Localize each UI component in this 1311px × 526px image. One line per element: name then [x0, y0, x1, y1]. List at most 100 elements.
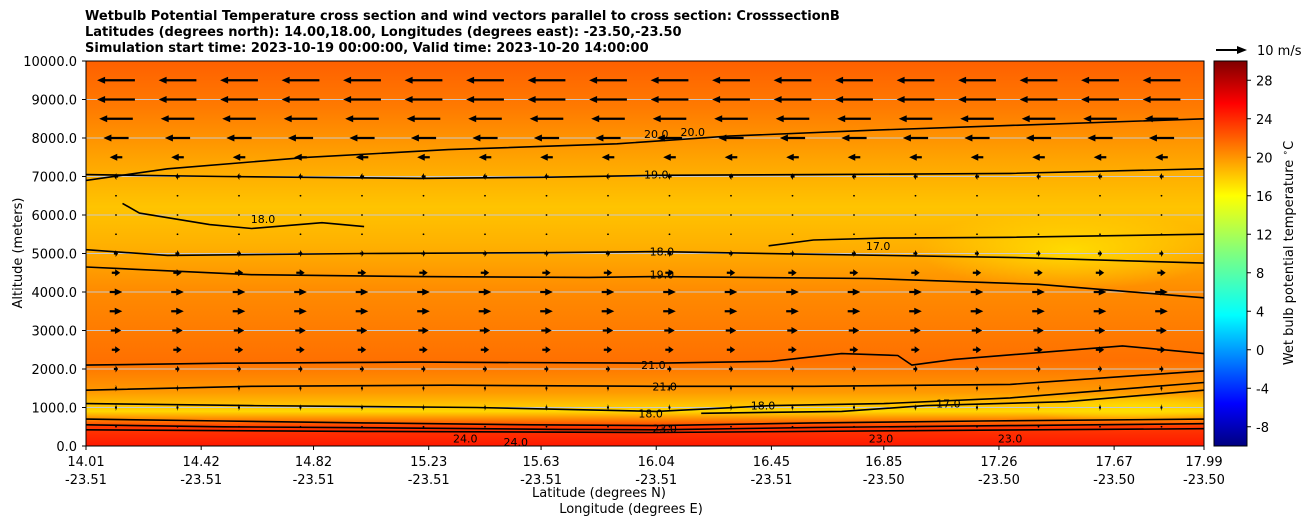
wind-vector-head — [791, 288, 799, 296]
wind-vector — [913, 365, 918, 373]
wind-vector — [417, 307, 430, 315]
wind-vector — [724, 307, 738, 315]
wind-vector — [667, 365, 672, 373]
wind-vector — [1034, 269, 1043, 277]
wind-vector-head — [158, 76, 167, 84]
wind-vector — [724, 153, 738, 161]
wind-vector — [109, 288, 123, 296]
wind-vector-head — [417, 153, 425, 161]
wind-vector-head — [964, 134, 973, 142]
wind-vector — [171, 288, 184, 296]
wind-vector-head — [652, 115, 661, 123]
contour-line-20.0 — [86, 118, 1204, 182]
wind-vector-head — [1206, 115, 1214, 122]
wind-vector — [236, 250, 242, 257]
wind-vector-head — [650, 76, 659, 84]
wind-vector — [667, 173, 672, 180]
wind-vector — [422, 233, 425, 236]
wind-vector-head — [404, 76, 413, 84]
wind-vector — [790, 173, 795, 180]
wind-vector-head — [546, 365, 549, 373]
wind-vector — [1095, 269, 1105, 277]
wind-vector-head — [718, 134, 727, 142]
wind-vector — [113, 365, 119, 373]
contour-line-17.0 — [768, 233, 1204, 247]
wind-vector-head — [730, 346, 736, 354]
x-tick-label-lon: -23.50 — [1093, 473, 1135, 488]
colorbar-tick-label: -8 — [1256, 421, 1269, 436]
wind-vector-head — [544, 173, 547, 180]
wind-vector — [361, 194, 363, 197]
wind-vector — [175, 250, 180, 257]
wind-vector — [176, 425, 179, 428]
wind-vector — [114, 384, 118, 392]
wind-vector — [109, 153, 123, 161]
wind-vector-head — [546, 250, 549, 257]
wind-vector — [849, 346, 859, 354]
wind-vector-head — [786, 153, 794, 161]
wind-vector-head — [975, 288, 984, 296]
wind-vector-head — [236, 173, 240, 180]
wind-vector — [1021, 115, 1056, 123]
wind-vector — [791, 404, 794, 411]
wind-vector-head — [791, 269, 797, 277]
wind-vector-head — [1081, 96, 1090, 103]
wind-vector — [1160, 194, 1163, 197]
wind-vector — [914, 425, 917, 428]
wind-vector — [837, 115, 871, 123]
wind-vector — [281, 76, 320, 84]
wind-vector-head — [1098, 327, 1106, 334]
wind-vector — [541, 327, 552, 334]
wind-vector-head — [607, 365, 611, 373]
wind-vector — [853, 425, 855, 428]
colorbar: -8 -4 0 4 8 12 16 20 24 28 Wet bulb potential tem… — [1213, 60, 1297, 447]
wind-vector — [791, 214, 794, 216]
wind-vector — [1032, 307, 1045, 315]
wind-vector — [484, 425, 486, 428]
wind-vector-head — [1099, 250, 1103, 257]
wind-vector — [773, 96, 812, 103]
wind-vector-head — [589, 96, 598, 103]
colorbar-tick-label: 28 — [1256, 74, 1273, 89]
wind-vector — [650, 76, 689, 84]
wind-vector — [1095, 346, 1105, 354]
x-tick-label-lon: -23.51 — [293, 473, 335, 488]
wind-vector — [296, 269, 305, 277]
contour-line-25.0 — [86, 427, 1204, 434]
wind-vector — [791, 384, 794, 392]
wind-vector-head — [1037, 288, 1045, 296]
wind-vector — [725, 327, 737, 334]
wind-vector-head — [835, 76, 844, 84]
wind-vector — [848, 327, 860, 334]
wind-vector — [171, 153, 184, 161]
wind-vector-head — [847, 153, 856, 161]
chart-title-line-1: Wetbulb Potential Temperature cross sect… — [85, 9, 840, 24]
wind-vector — [1142, 96, 1181, 103]
wind-vector — [176, 194, 179, 197]
wind-vector-head — [176, 307, 184, 315]
wind-vector-head — [546, 384, 548, 392]
wind-vector-head — [1148, 134, 1157, 142]
wind-vector-head — [1093, 153, 1102, 161]
wind-vector — [418, 327, 429, 334]
wind-vector — [299, 194, 302, 197]
wind-vector — [726, 346, 736, 354]
wind-vector-head — [1037, 269, 1043, 277]
wind-vector-head — [779, 134, 788, 142]
wind-vector — [913, 173, 918, 180]
wind-vector-head — [281, 76, 290, 84]
wind-vector-head — [773, 96, 782, 103]
wind-vector-head — [238, 365, 242, 373]
contour-line-18.0 — [122, 202, 365, 230]
wind-vector-head — [1019, 76, 1028, 84]
contour-label: 20.0 — [681, 126, 706, 139]
wind-vector-head — [791, 327, 798, 334]
wind-vector — [847, 307, 861, 315]
wind-vector-head — [164, 134, 173, 142]
wind-vector — [668, 214, 671, 216]
wind-vector-head — [1204, 96, 1212, 103]
wind-vector-head — [853, 365, 857, 373]
wind-vector-head — [299, 269, 305, 277]
wind-vector-head — [853, 269, 859, 277]
wind-vector — [663, 307, 676, 315]
